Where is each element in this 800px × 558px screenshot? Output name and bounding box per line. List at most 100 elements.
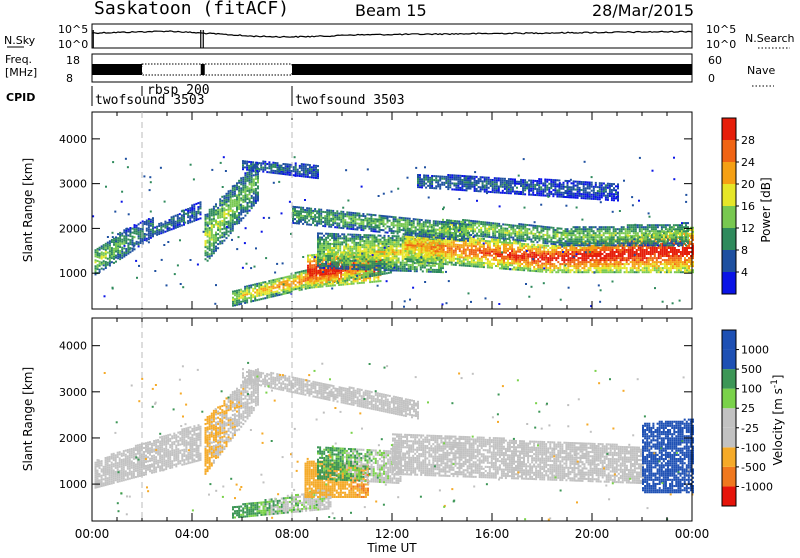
range-gate-cell xyxy=(672,255,674,257)
range-gate-cell xyxy=(295,276,297,278)
range-gate-cell xyxy=(618,251,620,253)
range-gate-cell xyxy=(481,264,483,266)
range-gate-cell xyxy=(117,255,119,257)
range-gate-cell xyxy=(244,286,246,288)
range-gate-cell xyxy=(281,277,283,279)
range-gate-cell xyxy=(594,253,596,255)
range-gate-cell xyxy=(244,207,246,209)
range-gate-cell xyxy=(179,217,181,219)
range-gate-cell xyxy=(485,248,487,250)
range-gate-cell xyxy=(396,235,398,237)
range-gate-cell xyxy=(388,243,390,245)
range-gate-cell xyxy=(232,293,234,295)
range-gate-cell xyxy=(495,265,497,267)
range-gate-cell xyxy=(664,255,666,257)
range-gate-cell xyxy=(156,226,158,228)
range-gate-cell xyxy=(519,267,521,269)
range-gate-cell xyxy=(604,251,606,253)
range-gate-cell xyxy=(251,183,253,185)
range-gate-cell xyxy=(127,251,129,253)
range-gate-cell xyxy=(632,259,634,261)
range-gate-cell xyxy=(402,260,404,262)
range-gate-cell xyxy=(345,256,347,258)
range-gate-cell xyxy=(636,271,638,273)
range-gate-cell xyxy=(254,285,256,287)
range-gate-cell xyxy=(541,253,543,255)
range-gate-cell xyxy=(337,249,339,251)
range-gate-cell xyxy=(136,243,138,245)
range-gate-cell xyxy=(256,295,258,297)
range-gate-cell xyxy=(347,238,349,240)
range-gate-cell xyxy=(513,242,515,244)
range-gate-cell xyxy=(501,257,503,259)
range-gate-cell xyxy=(189,211,191,213)
range-gate-cell xyxy=(384,261,386,263)
range-gate-cell xyxy=(380,239,382,241)
range-gate-cell xyxy=(447,243,449,245)
range-gate-cell xyxy=(211,220,213,222)
range-gate-cell xyxy=(291,289,293,291)
range-gate-cell xyxy=(559,255,561,257)
range-gate-cell xyxy=(429,262,431,264)
range-gate-cell xyxy=(146,238,148,240)
range-gate-cell xyxy=(232,191,234,193)
range-gate-cell xyxy=(374,243,376,245)
range-gate-cell xyxy=(158,225,160,227)
range-gate-cell xyxy=(577,269,579,271)
range-gate-cell xyxy=(561,269,563,271)
range-gate-cell xyxy=(509,258,511,260)
range-gate-cell xyxy=(660,247,662,249)
range-gate-cell xyxy=(402,268,404,270)
range-gate-cell xyxy=(346,279,348,281)
range-gate-cell xyxy=(365,264,367,266)
range-gate-cell xyxy=(409,258,411,260)
range-gate-cell xyxy=(684,265,686,267)
range-gate-cell xyxy=(483,266,485,268)
range-gate-cell xyxy=(217,221,219,223)
range-gate-cell xyxy=(234,302,236,304)
range-gate-cell xyxy=(573,253,575,255)
range-gate-cell xyxy=(367,258,369,260)
range-gate-cell xyxy=(333,245,335,247)
range-gate-cell xyxy=(583,263,585,265)
range-gate-cell xyxy=(213,246,215,248)
range-gate-cell xyxy=(140,238,142,240)
range-gate-cell xyxy=(463,257,465,259)
range-gate-cell xyxy=(515,269,517,271)
range-gate-cell xyxy=(513,262,515,264)
range-gate-cell xyxy=(433,260,435,262)
range-gate-cell xyxy=(614,253,616,255)
range-gate-cell xyxy=(405,236,407,238)
range-gate-cell xyxy=(345,260,347,262)
range-gate-cell xyxy=(421,237,423,239)
range-gate-cell xyxy=(551,271,553,273)
range-gate-cell xyxy=(236,196,238,198)
range-gate-cell xyxy=(365,238,367,240)
range-gate-cell xyxy=(236,202,238,204)
range-gate-cell xyxy=(339,241,341,243)
range-gate-cell xyxy=(493,245,495,247)
range-gate-cell xyxy=(423,247,425,249)
range-gate-cell xyxy=(337,261,339,263)
range-gate-cell xyxy=(549,253,551,255)
range-gate-cell xyxy=(236,188,238,190)
range-gate-cell xyxy=(99,261,101,263)
range-gate-cell xyxy=(614,271,616,273)
range-gate-cell xyxy=(311,276,313,278)
range-gate-cell xyxy=(353,244,355,246)
range-gate-cell xyxy=(658,269,660,271)
range-gate-cell xyxy=(363,252,365,254)
range-gate-cell xyxy=(390,243,392,245)
range-gate-cell xyxy=(628,247,630,249)
range-gate-cell xyxy=(441,253,443,255)
range-gate-cell xyxy=(335,251,337,253)
range-gate-cell xyxy=(226,209,228,211)
range-gate-cell xyxy=(321,267,323,269)
range-gate-cell xyxy=(497,239,499,241)
range-gate-cell xyxy=(323,265,325,267)
range-gate-cell xyxy=(404,266,406,268)
range-gate-cell xyxy=(678,271,680,273)
range-gate-cell xyxy=(207,236,209,238)
range-gate-cell xyxy=(240,212,242,214)
range-gate-cell xyxy=(491,249,493,251)
